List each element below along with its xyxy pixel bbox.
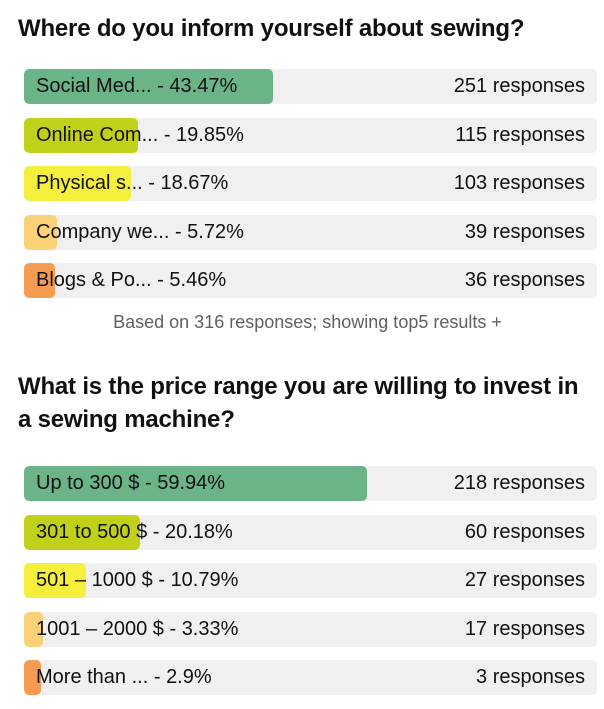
answer-label: Online Com... - 19.85% (36, 123, 244, 146)
answer-percent: 43.47% (169, 75, 238, 97)
answer-row[interactable]: Company we... - 5.72% 39 responses (24, 214, 597, 250)
answer-percent: 5.72% (187, 220, 244, 243)
answer-row[interactable]: 1001 – 2000 $ - 3.33% 17 responses (24, 611, 597, 647)
answer-row[interactable]: Blogs & Po... - 5.46% 36 responses (24, 263, 597, 298)
answer-category: Online Com... (36, 123, 159, 146)
answer-category: Company we... (36, 220, 170, 243)
answer-count: 3 responses (476, 666, 585, 688)
answer-bar (24, 263, 56, 298)
answer-count: 27 responses (464, 569, 585, 591)
answer-count: 251 responses (453, 75, 585, 97)
answer-label: 1001 – 2000 $ - 3.33% (36, 617, 239, 640)
answer-percent: 5.46% (169, 269, 227, 291)
answer-bar (24, 166, 131, 201)
answer-bar (24, 563, 86, 598)
answer-bar (24, 514, 140, 550)
answer-percent: 59.94% (157, 472, 226, 494)
answer-row[interactable]: 301 to 500 $ - 20.18% 60 responses (24, 514, 597, 550)
answer-count: 60 responses (464, 520, 585, 543)
answer-category: Physical s... (36, 172, 143, 194)
answer-label: Company we... - 5.72% (36, 220, 244, 243)
answer-bar (24, 611, 44, 647)
answer-row[interactable]: Social Med... - 43.47% 251 responses (24, 69, 597, 104)
answer-category: 501 – 1000 $ (36, 569, 153, 591)
answer-bar (24, 117, 138, 153)
answer-label: Up to 300 $ - 59.94% (36, 472, 226, 494)
answer-row[interactable]: Online Com... - 19.85% 115 responses (24, 117, 597, 153)
answer-count: 17 responses (464, 617, 585, 640)
answer-percent: 18.67% (160, 172, 229, 194)
answer-row[interactable]: Up to 300 $ - 59.94% 218 responses (24, 466, 597, 501)
answer-category: More than ... (36, 666, 149, 688)
answer-percent: 2.9% (166, 666, 212, 688)
answer-list: Social Med... - 43.47% 251 responses Onlin… (18, 69, 597, 298)
answer-percent: 20.18% (165, 520, 233, 543)
answer-label: Blogs & Po... - 5.46% (36, 269, 227, 291)
answer-row[interactable]: 501 – 1000 $ - 10.79% 27 responses (24, 563, 597, 598)
results-footer[interactable]: Based on 316 responses; showing top5 res… (113, 311, 502, 332)
answer-bar (24, 466, 368, 501)
answer-label: Physical s... - 18.67% (36, 172, 229, 194)
question-title: What is the price range you are willing … (18, 373, 579, 433)
answer-category: Social Med... (36, 75, 152, 97)
survey-question-2: What is the price range you are willing … (18, 370, 597, 709)
answer-label: 301 to 500 $ - 20.18% (36, 520, 233, 543)
answer-label: 501 – 1000 $ - 10.79% (36, 569, 239, 591)
answer-count: 39 responses (464, 220, 585, 243)
answer-label: Social Med... - 43.47% (36, 75, 238, 97)
answer-count: 36 responses (464, 269, 585, 291)
answer-percent: 3.33% (181, 617, 239, 640)
answer-bar (24, 660, 41, 695)
answer-row[interactable]: Physical s... - 18.67% 103 responses (24, 166, 597, 201)
answer-category: 1001 – 2000 $ (36, 617, 164, 640)
answer-bar (24, 69, 274, 104)
answer-list: Up to 300 $ - 59.94% 218 responses 301 to … (18, 466, 597, 695)
answer-percent: 19.85% (176, 123, 244, 146)
answer-category: Up to 300 $ (36, 472, 140, 494)
answer-percent: 10.79% (170, 569, 239, 591)
answer-category: Blogs & Po... (36, 269, 152, 291)
survey-question-1: Where do you inform yourself about sewin… (18, 12, 597, 333)
answer-count: 218 responses (453, 472, 585, 494)
answer-category: 301 to 500 $ (36, 520, 148, 543)
answer-label: More than ... - 2.9% (36, 666, 212, 688)
answer-count: 115 responses (455, 123, 585, 146)
question-title: Where do you inform yourself about sewin… (18, 15, 525, 42)
answer-row[interactable]: More than ... - 2.9% 3 responses (24, 660, 597, 695)
answer-bar (24, 214, 57, 250)
answer-count: 103 responses (453, 172, 585, 194)
